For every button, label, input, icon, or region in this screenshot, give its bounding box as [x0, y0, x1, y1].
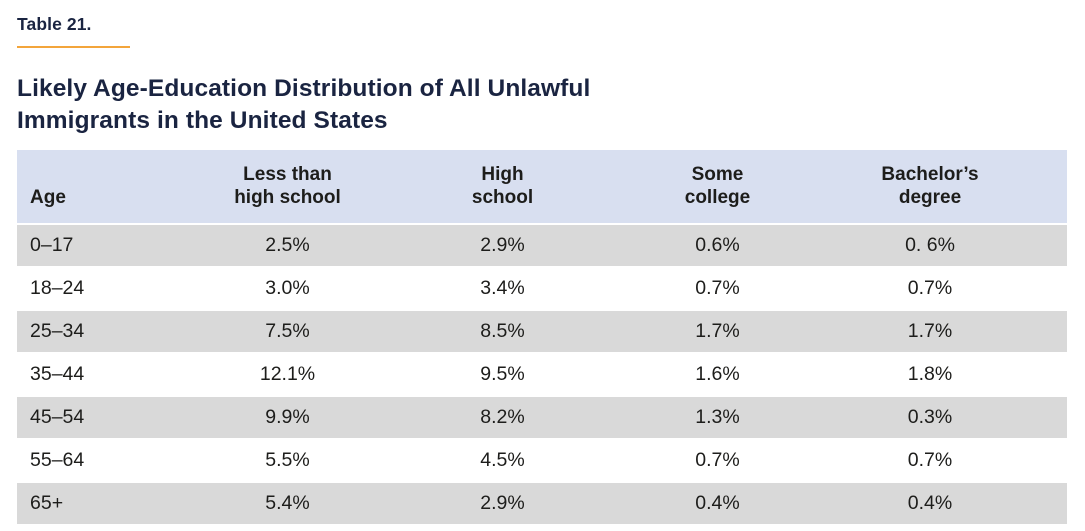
value-cell: 0.7%: [695, 448, 740, 471]
value-cell: 2.9%: [480, 233, 525, 256]
value-cell: 8.5%: [480, 319, 525, 342]
value-cell: 5.4%: [265, 491, 310, 514]
value-cell: 1.7%: [695, 319, 740, 342]
value-cell: 1.3%: [695, 405, 740, 428]
value-cell: 9.9%: [265, 405, 310, 428]
age-education-table: Age Less than high school High school Some …: [17, 149, 1067, 525]
column-header: High school: [395, 149, 610, 225]
value-cell: 1.7%: [907, 319, 953, 342]
value-cell: 0.6%: [695, 233, 740, 256]
table-body: 0–17 2.5% 2.9% 0.6% 0. 6% 18–24 3.0% 3.4% 0.7% 0.…: [17, 224, 1067, 525]
value-cell: 0.4%: [907, 491, 953, 514]
value-cell: 0.7%: [907, 448, 953, 471]
age-cell: 25–34: [30, 319, 85, 342]
value-cell: 0. 6%: [905, 233, 955, 256]
age-cell: 18–24: [30, 276, 85, 299]
accent-rule: [17, 46, 130, 48]
value-cell: 8.2%: [480, 405, 525, 428]
age-cell: 0–17: [30, 233, 74, 256]
age-cell: 65+: [30, 491, 64, 514]
value-cell: 2.5%: [265, 233, 310, 256]
value-cell: 1.8%: [907, 362, 953, 385]
value-cell: 0.3%: [907, 405, 953, 428]
value-cell: 1.6%: [695, 362, 740, 385]
header-row: Age Less than high school High school Some …: [17, 149, 1067, 225]
age-cell: 55–64: [30, 448, 85, 471]
value-cell: 5.5%: [265, 448, 310, 471]
value-cell: 9.5%: [480, 362, 525, 385]
value-cell: 0.7%: [695, 276, 740, 299]
table-number-label: Table 21.: [17, 14, 92, 34]
value-cell: 4.5%: [480, 448, 525, 471]
table-row: 45–54 9.9% 8.2% 1.3% 0.3%: [17, 396, 1067, 440]
table-row: 65+ 5.4% 2.9% 0.4% 0.4%: [17, 482, 1067, 525]
value-cell: 3.0%: [265, 276, 310, 299]
table-row: 35–44 12.1% 9.5% 1.6% 1.8%: [17, 353, 1067, 397]
value-cell: 3.4%: [480, 276, 525, 299]
value-cell: 12.1%: [259, 362, 316, 385]
column-header: Bachelor’s degree: [825, 149, 1067, 225]
value-cell: 0.7%: [907, 276, 953, 299]
table-row: 25–34 7.5% 8.5% 1.7% 1.7%: [17, 310, 1067, 354]
value-cell: 0.4%: [695, 491, 740, 514]
value-cell: 7.5%: [265, 319, 310, 342]
table-row: 55–64 5.5% 4.5% 0.7% 0.7%: [17, 439, 1067, 483]
age-cell: 35–44: [30, 362, 85, 385]
table-row: 18–24 3.0% 3.4% 0.7% 0.7%: [17, 267, 1067, 311]
column-header: Less than high school: [180, 149, 395, 225]
age-cell: 45–54: [30, 405, 85, 428]
value-cell: 2.9%: [480, 491, 525, 514]
table-row: 0–17 2.5% 2.9% 0.6% 0. 6%: [17, 224, 1067, 268]
table-title: Likely Age-Education Distribution of All…: [17, 75, 591, 134]
column-header-age: Age: [17, 149, 180, 225]
table-header: Age Less than high school High school Some …: [17, 149, 1067, 225]
column-header: Some college: [610, 149, 825, 225]
